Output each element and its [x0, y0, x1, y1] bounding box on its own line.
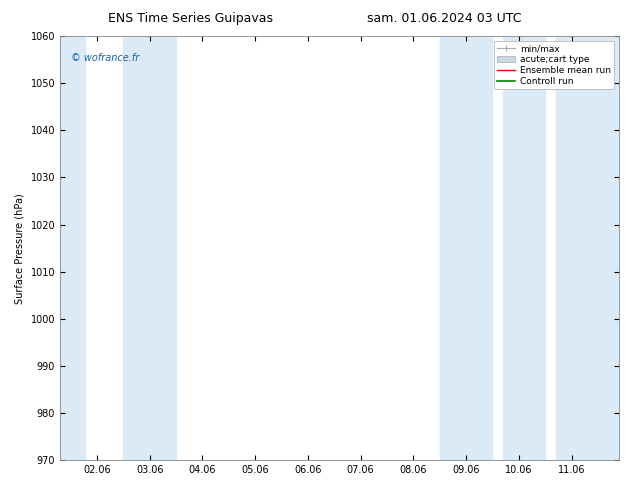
Text: sam. 01.06.2024 03 UTC: sam. 01.06.2024 03 UTC — [366, 12, 521, 25]
Text: ENS Time Series Guipavas: ENS Time Series Guipavas — [108, 12, 273, 25]
Bar — [440, 36, 493, 460]
Bar — [503, 36, 545, 460]
Bar — [124, 36, 176, 460]
Y-axis label: Surface Pressure (hPa): Surface Pressure (hPa) — [15, 193, 25, 303]
Legend: min/max, acute;cart type, Ensemble mean run, Controll run: min/max, acute;cart type, Ensemble mean … — [494, 41, 614, 89]
Text: © wofrance.fr: © wofrance.fr — [71, 53, 139, 63]
Bar — [60, 36, 86, 460]
Bar — [556, 36, 619, 460]
